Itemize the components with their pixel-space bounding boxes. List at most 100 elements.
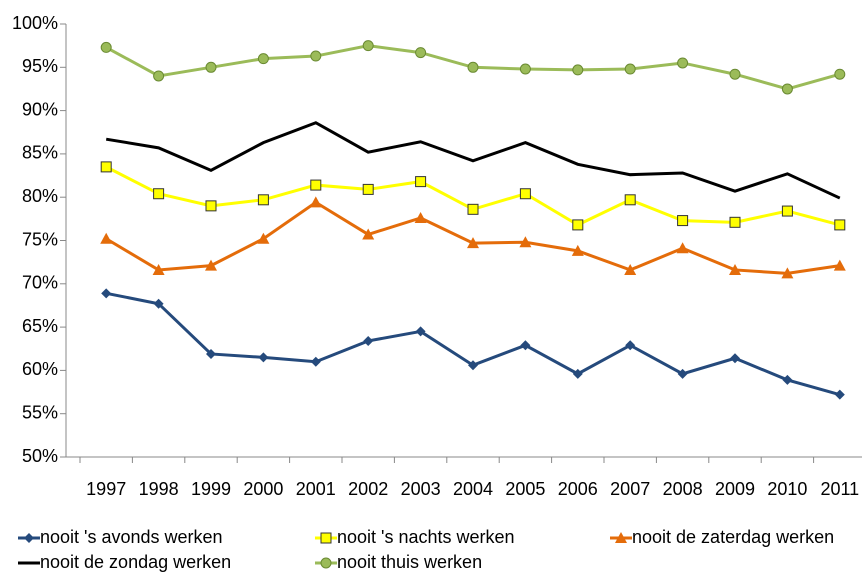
marker — [729, 216, 741, 228]
marker — [309, 196, 322, 208]
marker — [782, 374, 793, 385]
series-line — [105, 165, 841, 227]
x-tick-label: 2005 — [505, 479, 545, 499]
marker — [257, 194, 269, 206]
marker — [257, 53, 269, 65]
marker — [153, 70, 165, 82]
marker — [572, 219, 584, 231]
marker — [729, 263, 741, 275]
marker — [362, 228, 375, 240]
legend-label: nooit 's nachts werken — [337, 527, 515, 547]
marker — [258, 352, 269, 363]
y-tick-label: 55% — [22, 402, 58, 422]
marker — [729, 68, 741, 80]
x-tick-label: 2003 — [401, 479, 441, 499]
marker — [205, 200, 217, 212]
x-tick-label: 2001 — [296, 479, 336, 499]
y-tick-label: 50% — [22, 446, 58, 466]
marker — [624, 263, 637, 275]
y-tick-label: 95% — [22, 56, 58, 76]
marker — [781, 83, 793, 95]
marker — [730, 353, 740, 364]
marker — [834, 219, 846, 231]
marker — [834, 389, 845, 400]
legend-label: nooit de zondag werken — [40, 552, 231, 572]
marker — [310, 50, 322, 62]
marker — [153, 298, 164, 309]
marker — [257, 232, 270, 244]
marker — [781, 267, 794, 279]
x-tick-label: 2007 — [610, 479, 650, 499]
marker — [571, 244, 584, 256]
marker — [101, 288, 112, 299]
marker — [572, 64, 584, 76]
marker — [415, 47, 427, 59]
marker — [625, 340, 636, 351]
marker — [834, 68, 846, 80]
marker — [152, 263, 165, 275]
marker — [781, 205, 793, 217]
marker — [624, 194, 636, 206]
marker — [362, 183, 374, 195]
y-tick-label: 60% — [22, 359, 58, 379]
marker — [572, 368, 583, 379]
marker — [100, 41, 112, 53]
marker — [362, 40, 374, 52]
x-tick-label: 2006 — [558, 479, 598, 499]
y-tick-label: 80% — [22, 186, 58, 206]
y-tick-label: 75% — [22, 229, 58, 249]
series-line — [105, 121, 841, 200]
marker — [520, 340, 531, 351]
x-tick-label: 2002 — [348, 479, 388, 499]
marker — [519, 63, 531, 75]
marker — [467, 203, 479, 215]
marker — [414, 211, 427, 223]
y-tick-label: 100% — [12, 13, 58, 33]
marker — [467, 237, 479, 249]
marker — [677, 215, 689, 227]
x-tick-label: 2008 — [663, 479, 703, 499]
x-tick-label: 2000 — [243, 479, 283, 499]
marker — [519, 188, 531, 200]
marker — [310, 179, 322, 191]
marker — [415, 176, 427, 188]
x-tick-label: 2004 — [453, 479, 493, 499]
x-tick-label: 1998 — [139, 479, 179, 499]
legend-marker — [24, 533, 34, 543]
marker — [153, 188, 165, 200]
marker — [100, 161, 112, 173]
series-line — [105, 291, 841, 397]
legend-label: nooit 's avonds werken — [40, 527, 223, 547]
x-tick-label: 2011 — [820, 479, 859, 499]
marker — [833, 259, 846, 271]
marker — [519, 236, 532, 248]
marker — [677, 57, 689, 69]
marker — [310, 356, 321, 367]
legend-marker — [615, 532, 627, 543]
marker — [205, 61, 217, 73]
legend-marker — [320, 557, 332, 569]
x-tick-label: 2010 — [767, 479, 807, 499]
marker — [415, 326, 426, 337]
marker — [363, 335, 374, 346]
y-tick-label: 70% — [22, 273, 58, 293]
marker — [100, 232, 113, 244]
y-tick-label: 65% — [22, 316, 58, 336]
marker — [467, 61, 479, 73]
marker — [206, 348, 216, 359]
legend-label: nooit de zaterdag werken — [632, 527, 834, 547]
y-tick-label: 85% — [22, 143, 58, 163]
marker — [205, 259, 217, 271]
legend-marker — [320, 532, 332, 544]
legend-label: nooit thuis werken — [337, 552, 482, 572]
marker — [468, 360, 478, 371]
x-tick-label: 2009 — [715, 479, 755, 499]
marker — [677, 368, 688, 379]
x-tick-label: 1999 — [191, 479, 231, 499]
y-tick-label: 90% — [22, 99, 58, 119]
marker — [624, 63, 636, 75]
x-tick-label: 1997 — [86, 479, 126, 499]
marker — [676, 242, 689, 254]
